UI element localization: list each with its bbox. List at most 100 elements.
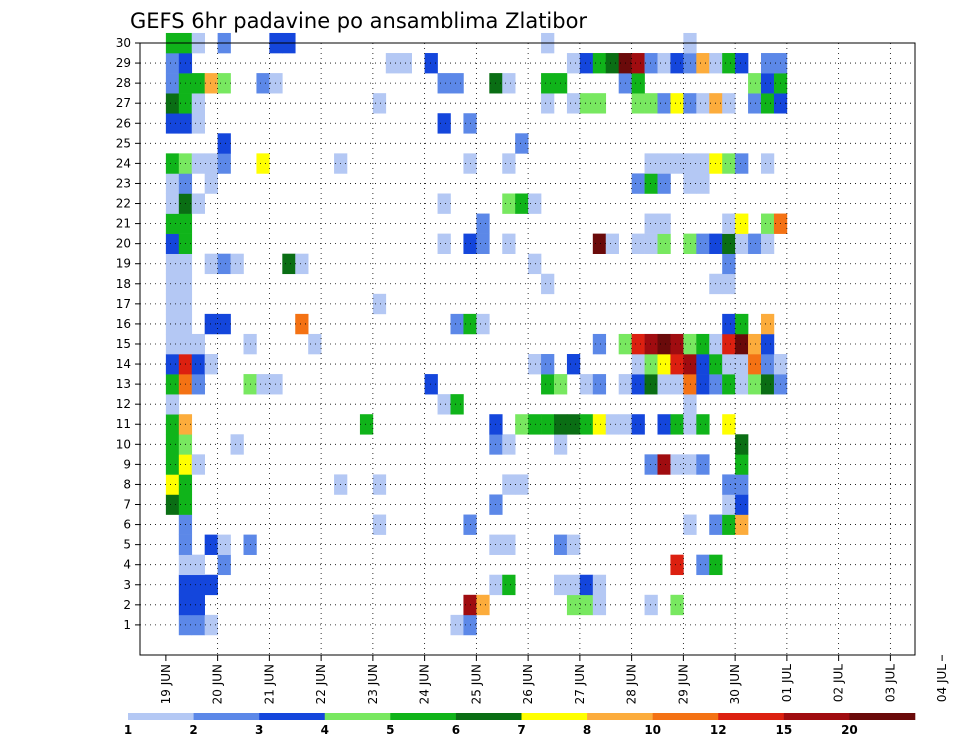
precip-cell [217,554,231,576]
precip-cell [566,93,581,114]
precip-cell [295,313,309,335]
y-tick-label: 18 [116,277,131,291]
precip-cell [424,374,438,395]
precip-cell [541,273,555,295]
precip-cell [165,414,180,435]
precip-cell [605,233,619,254]
x-tick-label: 01 JUL [780,664,794,702]
precip-cell [735,213,749,234]
precip-cell [670,53,684,74]
precip-cell [191,374,205,395]
precip-cell [644,333,658,355]
precip-cell [722,213,736,234]
precip-cell [657,233,671,254]
precip-cell [683,233,697,254]
precip-cell [722,313,736,335]
colorbar-swatch [587,713,653,720]
precip-cell [722,514,736,535]
precip-cell [437,73,451,94]
precip-cell [657,454,671,475]
precip-cell [696,454,710,475]
colorbar-label: 8 [583,723,591,737]
precip-cell [722,494,736,515]
precip-cell [165,313,180,335]
precip-cell [722,354,736,375]
precip-cell [683,394,697,415]
precip-cell [256,153,270,174]
precip-cell [502,73,516,94]
precip-cell [528,193,542,214]
precip-cell [644,374,658,395]
precip-cell [217,253,231,275]
precip-cell [748,374,762,395]
precip-cell [696,153,710,174]
precip-cell [579,374,594,395]
precip-cell [191,454,205,475]
precip-cell [735,474,749,495]
precip-cell [644,93,658,114]
precip-cell [644,233,658,254]
y-tick-label: 16 [116,317,131,331]
precip-cell [424,53,438,74]
precip-cell [204,73,218,94]
precip-cell [722,53,736,74]
y-tick-label: 23 [116,176,131,190]
precip-cell [541,93,555,114]
precip-cell [476,594,490,616]
precip-cell [722,374,736,395]
x-tick-label: 27 JUN [573,664,587,704]
precip-cell [722,93,736,114]
x-tick-label: 22 JUN [314,664,328,704]
precip-cell [748,93,762,114]
precip-cell [735,333,749,355]
precip-cell [657,173,671,194]
precip-cell [696,173,710,194]
colorbar-label: 7 [517,723,525,737]
x-tick-label: 19 JUN [159,664,173,704]
precip-cell [385,53,400,74]
precip-cell [722,273,736,295]
precip-cell [579,574,594,596]
precip-cell [165,253,180,275]
x-tick-label: 29 JUN [676,664,690,704]
precip-cell [515,414,529,435]
precip-cell [683,333,697,355]
precip-cell [204,534,218,555]
precip-cell [437,193,451,214]
precip-cell [631,414,645,435]
x-axis: 19 JUN 20 JUN 21 JUN 22 JUN 23 JUN 24 JUN 25 J… [159,655,949,704]
precip-cell [515,133,529,154]
precip-cell [450,313,464,335]
precip-cell [696,554,710,576]
precip-cell [683,53,697,74]
colorbar-label: 12 [710,723,727,737]
x-tick-label: 23 JUN [366,664,380,704]
precip-cell [566,574,581,596]
precip-cell [761,73,775,94]
precip-cell [165,273,180,295]
precip-cell [592,414,607,435]
precip-cell [502,534,516,555]
precip-cell [579,93,594,114]
colorbar-swatch [718,713,785,720]
plot-frame [139,42,916,656]
precip-cell [566,354,581,375]
precip-cell [191,354,205,375]
precip-cell [502,233,516,254]
precip-cell [476,313,490,335]
precip-cell [657,153,671,174]
precip-cell [644,173,658,194]
precip-cell [191,554,205,576]
y-tick-label: 15 [116,337,131,351]
y-tick-label: 20 [116,237,131,251]
precip-cell [592,574,607,596]
y-tick-label: 13 [116,377,131,391]
precip-cell [165,494,180,515]
precip-cell [657,93,671,114]
precip-cell [204,574,218,596]
precip-cell [502,434,516,455]
precip-cell [579,594,594,616]
precip-cell [735,494,749,515]
colorbar-swatch [259,713,326,720]
precip-cell [761,233,775,254]
